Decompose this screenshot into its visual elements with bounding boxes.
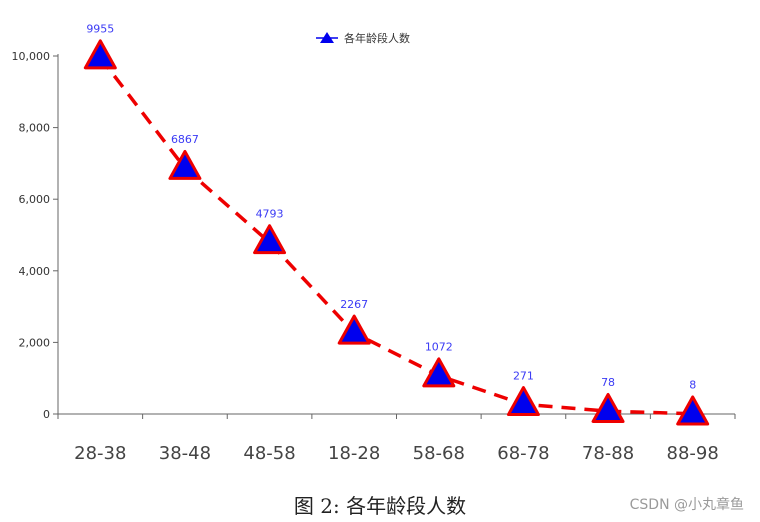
data-label: 6867: [171, 133, 199, 146]
x-tick-label: 48-58: [243, 443, 295, 464]
y-axis: 0 2,000 4,000 6,000 8,000 10,000: [12, 50, 59, 421]
data-point-marker: [253, 224, 287, 255]
data-label: 1072: [425, 341, 453, 354]
watermark: CSDN @小丸章鱼: [629, 497, 744, 513]
data-label: 78: [601, 376, 615, 389]
data-label: 9955: [86, 23, 114, 36]
data-label: 8: [689, 379, 696, 392]
data-point-marker: [506, 386, 540, 417]
series-polyline: [98, 56, 693, 416]
data-point-marker: [676, 395, 710, 426]
x-tick-label: 78-88: [582, 443, 634, 464]
y-tick-label: 0: [43, 408, 50, 421]
data-label: 4793: [256, 207, 284, 220]
x-tick-label: 58-68: [413, 443, 465, 464]
y-tick-label: 2,000: [19, 336, 51, 349]
y-tick-label: 8,000: [19, 122, 51, 135]
x-tick-label: 68-78: [497, 443, 549, 464]
figure-caption: 图 2: 各年龄段人数: [293, 494, 467, 518]
legend-label: 各年龄段人数: [344, 31, 410, 45]
x-axis: 28-38 38-48 48-58 18-28 58-68 68-78 78-88 88-98: [57, 413, 736, 464]
x-tick-label: 38-48: [159, 443, 211, 464]
data-point-marker: [422, 357, 456, 388]
x-tick-label: 18-28: [328, 443, 380, 464]
x-tick-label: 88-98: [667, 443, 719, 464]
data-label: 2267: [340, 298, 368, 311]
data-point-marker: [591, 392, 625, 423]
data-point-marker: [337, 314, 371, 345]
legend-triangle-icon: [320, 32, 334, 43]
y-tick-label: 6,000: [19, 193, 51, 206]
series-markers: [83, 39, 710, 426]
data-label: 271: [513, 369, 534, 382]
data-point-marker: [83, 39, 117, 70]
data-labels: 9955 6867 4793 2267 1072 271 78 8: [86, 23, 696, 392]
line-chart: 0 2,000 4,000 6,000 8,000 10,000 28-38 38-48 48…: [12, 23, 736, 464]
series-line: [98, 56, 693, 416]
y-tick-label: 4,000: [19, 265, 51, 278]
legend[interactable]: 各年龄段人数: [316, 31, 410, 45]
data-point-marker: [168, 149, 202, 180]
y-tick-label: 10,000: [12, 50, 51, 63]
x-tick-label: 28-38: [74, 443, 126, 464]
